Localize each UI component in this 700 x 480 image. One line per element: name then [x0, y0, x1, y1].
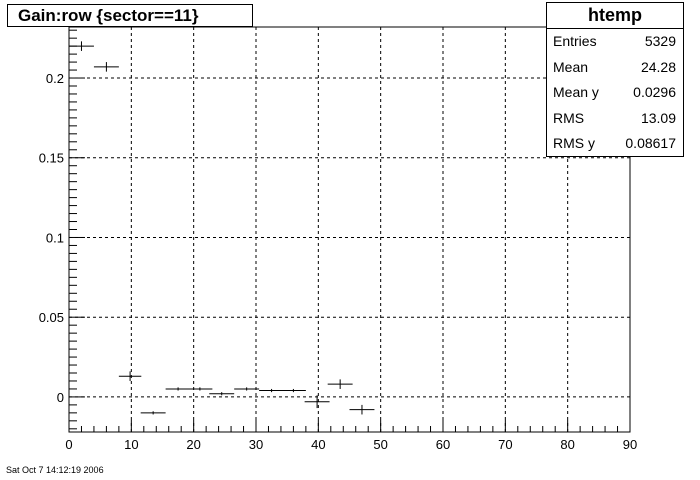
data-point [259, 388, 285, 393]
stats-label: Entries [553, 33, 597, 49]
grid-lines [69, 27, 630, 432]
stats-row-entries: Entries 5329 [547, 29, 683, 55]
plot-frame [68, 26, 631, 433]
y-tick-label: 0.05 [39, 310, 64, 325]
data-points [69, 41, 375, 415]
data-point [187, 387, 213, 391]
stats-label: Mean y [553, 84, 599, 100]
tick-labels: 0 10 20 30 40 50 60 70 80 90 0 0.05 0.1 0.15 0.2 [39, 71, 638, 452]
stats-label: Mean [553, 58, 589, 75]
stats-value: 24.28 [640, 58, 676, 75]
x-tick-label: 90 [623, 437, 637, 452]
data-point [304, 395, 330, 409]
chart-title: Gain:row {sector==11} [7, 4, 253, 27]
data-point [69, 41, 94, 51]
stats-value: 0.0296 [633, 84, 676, 100]
stats-box: htemp Entries 5329 Mean 24.28 Mean y 0.0… [546, 2, 684, 157]
data-point [280, 388, 306, 393]
y-tick-label: 0 [57, 390, 64, 405]
y-tick-label: 0.15 [39, 151, 64, 166]
x-tick-label: 50 [373, 437, 387, 452]
x-tick-label: 70 [498, 437, 512, 452]
stats-title: htemp [547, 3, 683, 29]
stats-label: RMS y [553, 135, 595, 151]
data-point [349, 404, 375, 415]
stats-label: RMS [553, 109, 585, 126]
x-tick-label: 30 [249, 437, 263, 452]
stats-row-rms-y: RMS y 0.08617 [547, 131, 683, 157]
y-tick-label: 0.2 [46, 71, 64, 86]
timestamp: Sat Oct 7 14:12:19 2006 [6, 465, 104, 475]
data-point [140, 411, 166, 415]
data-point [327, 379, 353, 389]
stats-value: 0.08617 [625, 135, 676, 151]
data-point [93, 62, 119, 72]
x-tick-label: 20 [186, 437, 200, 452]
data-point [165, 387, 191, 391]
stats-value: 13.09 [640, 109, 676, 126]
data-point [209, 392, 235, 396]
x-tick-label: 60 [436, 437, 450, 452]
y-tick-label: 0.1 [46, 230, 64, 245]
data-point [118, 371, 142, 381]
stats-row-mean-y: Mean y 0.0296 [547, 80, 683, 106]
x-tick-label: 10 [124, 437, 138, 452]
stats-row-rms: RMS 13.09 [547, 106, 683, 132]
x-tick-label: 40 [311, 437, 325, 452]
stats-value: 5329 [644, 33, 676, 49]
x-tick-label: 80 [560, 437, 574, 452]
stats-row-mean: Mean 24.28 [547, 55, 683, 81]
x-tick-label: 0 [65, 437, 72, 452]
data-point [234, 387, 260, 391]
axis-ticks [68, 29, 631, 432]
